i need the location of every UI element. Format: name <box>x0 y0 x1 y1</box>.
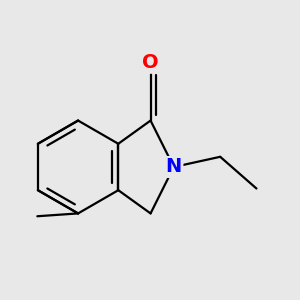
Text: N: N <box>166 158 182 176</box>
Text: O: O <box>142 53 159 72</box>
